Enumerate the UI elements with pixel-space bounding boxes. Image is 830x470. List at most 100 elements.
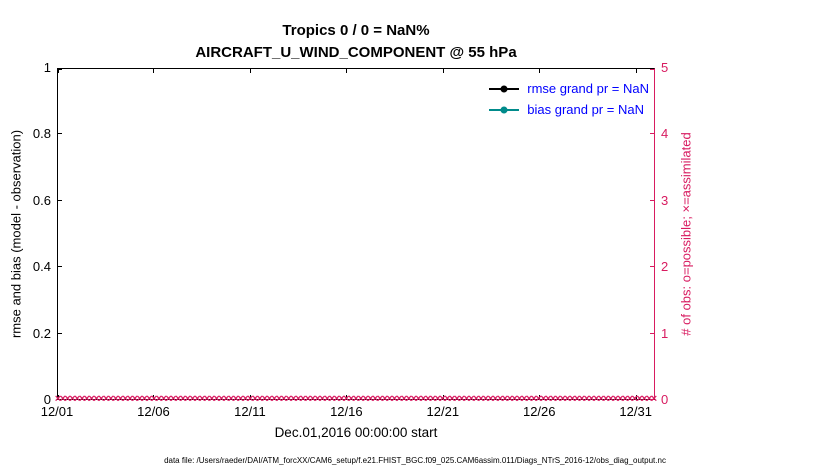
assimilated-obs-marker: × xyxy=(150,393,158,405)
assimilated-obs-marker: × xyxy=(141,393,148,405)
assimilated-obs-marker: × xyxy=(189,393,196,405)
assimilated-obs-marker: × xyxy=(102,393,110,405)
assimilated-obs-marker: × xyxy=(444,393,451,405)
assimilated-obs-marker: × xyxy=(352,393,360,405)
y-left-tick-label: 0 xyxy=(43,392,51,407)
assimilated-obs-marker: × xyxy=(636,393,643,405)
assimilated-obs-marker: × xyxy=(266,393,273,405)
assimilated-obs-marker: × xyxy=(357,393,365,405)
assimilated-obs-marker: × xyxy=(612,393,619,405)
assimilated-obs-marker: × xyxy=(271,393,278,405)
y-right-tick-label: 0 xyxy=(661,392,669,407)
assimilated-obs-marker: × xyxy=(549,393,557,405)
legend-label-rmse: rmse grand pr = NaN xyxy=(527,81,649,96)
legend-item-bias: bias grand pr = NaN xyxy=(489,99,649,120)
x-tick-label: 12/11 xyxy=(234,404,266,419)
assimilated-obs-marker: × xyxy=(468,393,475,405)
assimilated-obs-marker: × xyxy=(126,393,134,405)
assimilated-obs-marker: × xyxy=(573,393,581,405)
assimilated-obs-marker: × xyxy=(227,393,235,405)
assimilated-obs-marker: × xyxy=(74,393,81,405)
assimilated-obs-marker: × xyxy=(299,393,307,405)
assimilated-obs-marker: × xyxy=(530,393,538,405)
assimilated-obs-marker: × xyxy=(170,393,177,405)
assimilated-obs-marker: × xyxy=(420,393,427,405)
assimilated-obs-marker: × xyxy=(386,393,393,405)
y-left-tick xyxy=(58,266,62,268)
x-bottom-tick xyxy=(153,395,155,399)
x-top-tick xyxy=(153,69,155,73)
y-right-tick xyxy=(650,266,654,268)
x-tick-label: 12/21 xyxy=(426,404,460,419)
x-axis-label: Dec.01,2016 00:00:00 start xyxy=(274,425,438,440)
assimilated-obs-marker: × xyxy=(525,393,533,405)
x-top-tick xyxy=(58,69,59,73)
assimilated-obs-marker: × xyxy=(323,393,331,405)
assimilated-obs-marker: × xyxy=(223,393,230,405)
x-bottom-tick xyxy=(249,395,251,399)
assimilated-obs-marker: × xyxy=(295,393,302,405)
assimilated-obs-marker: × xyxy=(59,393,67,405)
legend-item-rmse: rmse grand pr = NaN xyxy=(489,78,649,99)
assimilated-obs-marker: × xyxy=(641,393,648,405)
assimilated-obs-marker: × xyxy=(290,393,297,405)
x-bottom-tick xyxy=(58,395,59,399)
assimilated-obs-marker: × xyxy=(511,393,518,405)
assimilated-obs-marker: × xyxy=(415,393,422,405)
assimilated-obs-marker: × xyxy=(347,393,355,405)
assimilated-obs-marker: × xyxy=(650,393,658,405)
assimilated-obs-marker: × xyxy=(617,393,624,405)
assimilated-obs-marker: × xyxy=(578,393,586,405)
assimilated-obs-marker: × xyxy=(597,393,605,405)
assimilated-obs-marker: × xyxy=(645,393,653,405)
assimilated-obs-marker: × xyxy=(319,393,326,405)
assimilated-obs-marker: × xyxy=(309,393,316,405)
y-left-tick xyxy=(58,199,62,201)
assimilated-obs-marker: × xyxy=(372,393,379,405)
assimilated-obs-marker: × xyxy=(198,393,206,405)
assimilated-obs-marker: × xyxy=(78,393,86,405)
assimilated-obs-marker: × xyxy=(376,393,384,405)
x-tick-label: 12/16 xyxy=(330,404,363,419)
assimilated-obs-marker: × xyxy=(559,393,566,405)
assimilated-obs-marker: × xyxy=(160,393,167,405)
assimilated-obs-marker: × xyxy=(93,393,100,405)
assimilated-obs-marker: × xyxy=(247,393,254,405)
assimilated-obs-marker: × xyxy=(506,393,514,405)
y-left-tick xyxy=(58,69,62,70)
assimilated-obs-marker: × xyxy=(477,393,485,405)
x-bottom-tick xyxy=(346,395,348,399)
x-top-tick xyxy=(346,69,348,73)
assimilated-obs-marker: × xyxy=(439,393,446,405)
y-left-tick-label: 0.6 xyxy=(32,192,51,208)
x-top-tick xyxy=(249,69,251,73)
assimilated-obs-marker: × xyxy=(626,393,634,405)
assimilated-obs-marker: × xyxy=(213,393,220,405)
y-right-tick xyxy=(650,69,654,70)
assimilated-obs-marker: × xyxy=(275,393,283,405)
y-right-tick-label: 4 xyxy=(661,126,669,142)
assimilated-obs-marker: × xyxy=(146,393,153,405)
assimilated-obs-marker: × xyxy=(174,393,182,405)
assimilated-obs-marker: × xyxy=(122,393,129,405)
assimilated-obs-marker: × xyxy=(487,393,494,405)
assimilated-obs-marker: × xyxy=(117,393,124,405)
y-right-tick xyxy=(650,332,654,334)
assimilated-obs-marker: × xyxy=(242,393,249,405)
assimilated-obs-marker: × xyxy=(83,393,91,405)
assimilated-obs-marker: × xyxy=(434,393,441,405)
x-top-tick xyxy=(635,69,637,73)
assimilated-obs-marker: × xyxy=(155,393,163,405)
assimilated-obs-marker: × xyxy=(463,393,470,405)
assimilated-obs-marker: × xyxy=(631,393,638,405)
assimilated-obs-marker: × xyxy=(554,393,562,405)
assimilated-obs-marker: × xyxy=(453,393,461,405)
assimilated-obs-marker: × xyxy=(208,393,216,405)
assimilated-obs-marker: × xyxy=(251,393,259,405)
y-axis-label-right: # of obs: o=possible; ×=assimilated xyxy=(678,132,694,336)
assimilated-obs-marker: × xyxy=(64,393,71,405)
assimilated-obs-marker: × xyxy=(328,393,336,405)
y-right-tick xyxy=(650,133,654,135)
assimilated-obs-marker: × xyxy=(333,393,340,405)
